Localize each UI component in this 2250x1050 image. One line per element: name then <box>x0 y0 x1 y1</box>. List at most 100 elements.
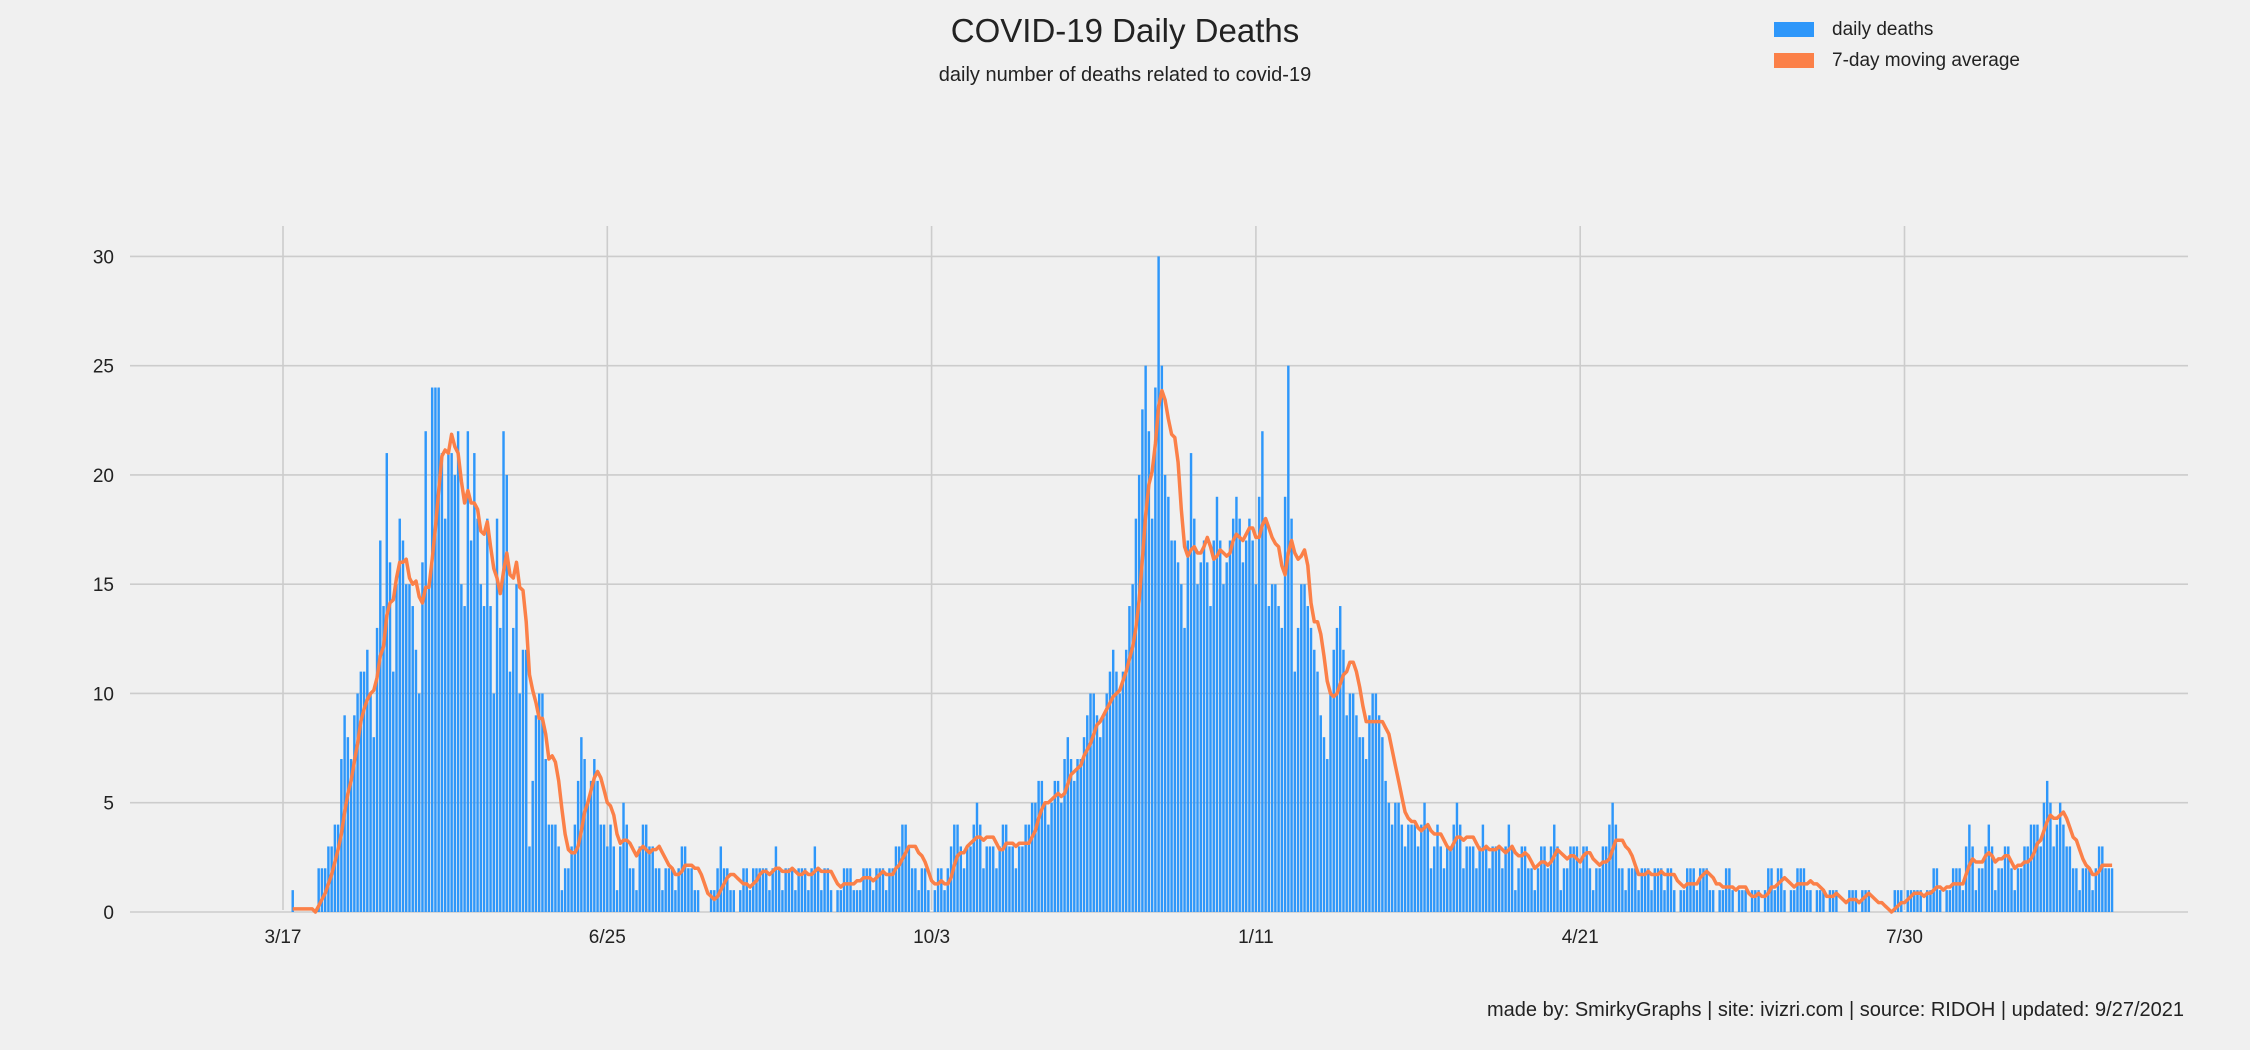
bar <box>1034 802 1037 912</box>
y-tick-label: 20 <box>93 466 114 487</box>
bar <box>846 868 849 912</box>
bar <box>453 474 457 912</box>
bar <box>567 868 570 912</box>
bar <box>849 868 852 912</box>
bar <box>414 649 418 912</box>
bar <box>914 868 917 912</box>
bar <box>784 868 787 912</box>
bar <box>1711 890 1715 912</box>
bar <box>777 868 781 912</box>
bar <box>1831 890 1835 912</box>
bar <box>1809 890 1812 912</box>
bar <box>1212 540 1215 912</box>
bar <box>1630 868 1634 912</box>
bar <box>586 802 590 912</box>
bar <box>2016 868 2020 912</box>
bar <box>972 824 975 912</box>
bar <box>651 846 654 912</box>
bar <box>1043 802 1047 912</box>
bar <box>440 453 444 912</box>
bar <box>1124 649 1128 912</box>
bar <box>479 584 483 912</box>
bar <box>1011 846 1014 912</box>
bar <box>933 890 937 912</box>
bar <box>748 890 752 912</box>
bar <box>959 846 963 912</box>
y-tick-label: 0 <box>103 903 114 924</box>
bar <box>430 387 434 912</box>
bar <box>1309 627 1313 912</box>
bar <box>1436 824 1439 912</box>
bar <box>716 868 719 912</box>
bar <box>680 846 684 912</box>
bar <box>1977 868 1981 912</box>
bar <box>1400 824 1404 912</box>
bar <box>1008 846 1011 912</box>
bar <box>732 890 735 912</box>
bar <box>1562 868 1566 912</box>
bar <box>1053 780 1057 912</box>
bar <box>1073 780 1076 912</box>
bar <box>1287 365 1290 913</box>
bar <box>1390 824 1394 912</box>
bar <box>696 890 700 912</box>
bar <box>366 649 369 912</box>
bar <box>528 846 531 912</box>
bar <box>615 890 619 912</box>
bar <box>709 890 713 912</box>
bar <box>1082 737 1086 912</box>
bar <box>1925 890 1929 912</box>
bar <box>726 868 729 912</box>
bar <box>1160 365 1164 913</box>
bar <box>667 868 671 912</box>
legend: daily deaths 7-day moving average <box>1774 14 2020 76</box>
bar <box>1504 846 1507 912</box>
bar <box>1737 890 1741 912</box>
bar <box>1938 890 1942 912</box>
bar <box>388 562 392 912</box>
bar <box>1274 584 1277 912</box>
bar <box>1663 890 1666 912</box>
bar <box>1420 824 1423 912</box>
bar <box>1514 890 1517 912</box>
bar <box>739 890 742 912</box>
bar <box>1757 890 1760 912</box>
bar <box>1955 868 1958 912</box>
bar <box>687 868 690 912</box>
bar <box>852 890 855 912</box>
bar <box>1407 824 1410 912</box>
bar <box>975 802 979 912</box>
bar <box>1744 890 1747 912</box>
bar <box>1974 890 1978 912</box>
x-tick-label: 10/3 <box>913 927 950 948</box>
bar <box>531 780 534 912</box>
bar <box>1517 868 1520 912</box>
bar <box>1793 890 1796 912</box>
bar <box>1731 890 1734 912</box>
bar <box>450 453 453 912</box>
bar <box>1157 256 1160 912</box>
bar <box>1426 824 1429 912</box>
bar <box>742 868 745 912</box>
bar <box>502 431 505 912</box>
bar <box>1468 846 1472 912</box>
bar <box>897 846 901 912</box>
bar <box>1351 693 1355 912</box>
bar <box>670 868 674 912</box>
bar <box>1322 737 1326 912</box>
bar <box>417 693 421 912</box>
bar <box>2075 868 2078 912</box>
bar <box>1092 693 1095 912</box>
bar <box>1575 846 1579 912</box>
bar <box>632 868 635 912</box>
bar <box>554 824 557 912</box>
bar <box>1121 671 1125 912</box>
bar <box>1805 890 1809 912</box>
bar <box>537 693 541 912</box>
bar <box>1994 890 1997 912</box>
bar <box>1047 824 1050 912</box>
bar <box>1643 868 1647 912</box>
bar <box>781 890 784 912</box>
bar <box>1183 627 1186 912</box>
bar <box>2039 846 2042 912</box>
